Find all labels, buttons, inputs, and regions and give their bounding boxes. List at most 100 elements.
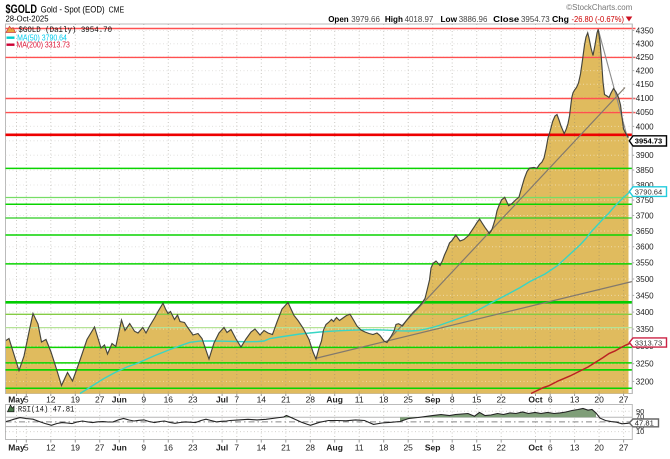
svg-text:Low: Low bbox=[441, 14, 458, 24]
svg-text:4000: 4000 bbox=[636, 122, 654, 131]
svg-text:10: 10 bbox=[636, 427, 644, 436]
svg-text:3450: 3450 bbox=[636, 291, 654, 300]
svg-text:28: 28 bbox=[306, 442, 316, 452]
svg-text:3600: 3600 bbox=[636, 243, 654, 252]
svg-text:4250: 4250 bbox=[636, 53, 654, 62]
svg-text:28-Oct-2025: 28-Oct-2025 bbox=[6, 14, 49, 24]
svg-text:15: 15 bbox=[472, 394, 482, 404]
svg-text:15: 15 bbox=[472, 442, 482, 452]
svg-text:3954.73: 3954.73 bbox=[635, 137, 662, 146]
svg-text:14: 14 bbox=[257, 442, 267, 452]
svg-text:3500: 3500 bbox=[636, 275, 654, 284]
svg-text:4300: 4300 bbox=[636, 40, 654, 49]
svg-text:Aug: Aug bbox=[326, 442, 343, 452]
svg-text:Close: Close bbox=[493, 14, 519, 24]
svg-text:18: 18 bbox=[379, 394, 389, 404]
svg-text:4018.97: 4018.97 bbox=[405, 14, 434, 24]
svg-text:27: 27 bbox=[619, 442, 629, 452]
svg-text:May: May bbox=[8, 442, 25, 452]
svg-text:20: 20 bbox=[594, 394, 604, 404]
svg-text:Sep: Sep bbox=[425, 442, 441, 452]
svg-text:Jun: Jun bbox=[112, 394, 127, 404]
svg-text:3700: 3700 bbox=[636, 211, 654, 220]
svg-text:3650: 3650 bbox=[636, 227, 654, 236]
svg-text:9: 9 bbox=[141, 394, 146, 404]
svg-text:23: 23 bbox=[188, 442, 198, 452]
svg-text:7: 7 bbox=[234, 394, 239, 404]
svg-text:25: 25 bbox=[403, 442, 413, 452]
svg-text:3400: 3400 bbox=[636, 308, 654, 317]
svg-text:4150: 4150 bbox=[636, 80, 654, 89]
svg-text:4100: 4100 bbox=[636, 94, 654, 103]
svg-text:3850: 3850 bbox=[636, 166, 654, 175]
svg-text:90: 90 bbox=[636, 407, 644, 416]
svg-text:Aug: Aug bbox=[326, 394, 343, 404]
svg-text:$GOLD: $GOLD bbox=[6, 2, 38, 16]
svg-text:6: 6 bbox=[548, 394, 553, 404]
svg-text:3350: 3350 bbox=[636, 325, 654, 334]
svg-text:7: 7 bbox=[234, 442, 239, 452]
svg-text:70: 70 bbox=[636, 412, 644, 421]
svg-text:Chg: Chg bbox=[552, 14, 569, 24]
svg-text:MA(200) 3313.73: MA(200) 3313.73 bbox=[17, 41, 70, 50]
svg-text:13: 13 bbox=[570, 394, 580, 404]
svg-text:21: 21 bbox=[281, 394, 291, 404]
svg-text:4200: 4200 bbox=[636, 67, 654, 76]
svg-text:11: 11 bbox=[355, 394, 364, 404]
svg-text:May: May bbox=[8, 394, 25, 404]
svg-text:MA(50) 3790.64: MA(50) 3790.64 bbox=[17, 34, 67, 43]
svg-text:3886.96: 3886.96 bbox=[459, 14, 488, 24]
svg-text:3900: 3900 bbox=[636, 151, 654, 160]
svg-text:Gold - Spot (EOD): Gold - Spot (EOD) bbox=[41, 4, 105, 14]
svg-text:Open: Open bbox=[328, 14, 349, 24]
svg-text:16: 16 bbox=[164, 394, 174, 404]
svg-text:Jul: Jul bbox=[216, 394, 228, 404]
svg-text:11: 11 bbox=[355, 442, 364, 452]
svg-text:5: 5 bbox=[24, 394, 29, 404]
svg-text:3313.73: 3313.73 bbox=[635, 338, 662, 347]
svg-text:Sep: Sep bbox=[425, 394, 441, 404]
svg-text:19: 19 bbox=[71, 394, 81, 404]
svg-text:4350: 4350 bbox=[636, 26, 654, 35]
svg-text:12: 12 bbox=[46, 442, 56, 452]
svg-text:©StockCharts.com: ©StockCharts.com bbox=[566, 2, 632, 12]
svg-text:23: 23 bbox=[188, 394, 198, 404]
svg-text:20: 20 bbox=[594, 442, 604, 452]
svg-text:3800: 3800 bbox=[636, 181, 654, 190]
svg-text:21: 21 bbox=[281, 442, 291, 452]
svg-text:47.81: 47.81 bbox=[635, 419, 654, 428]
svg-text:14: 14 bbox=[257, 394, 267, 404]
svg-text:18: 18 bbox=[379, 442, 389, 452]
svg-text:25: 25 bbox=[403, 394, 413, 404]
svg-text:-26.80 (-0.67%): -26.80 (-0.67%) bbox=[572, 14, 625, 24]
svg-text:3750: 3750 bbox=[636, 196, 654, 205]
svg-text:16: 16 bbox=[164, 442, 174, 452]
svg-text:High: High bbox=[385, 14, 403, 24]
svg-text:27: 27 bbox=[95, 394, 105, 404]
svg-text:12: 12 bbox=[46, 394, 56, 404]
svg-text:22: 22 bbox=[496, 442, 506, 452]
svg-text:3200: 3200 bbox=[636, 377, 654, 386]
svg-text:19: 19 bbox=[71, 442, 81, 452]
svg-text:3790.64: 3790.64 bbox=[635, 187, 662, 196]
svg-text:3250: 3250 bbox=[636, 360, 654, 369]
svg-text:Oct: Oct bbox=[528, 394, 542, 404]
svg-text:CME: CME bbox=[109, 5, 125, 14]
svg-text:4050: 4050 bbox=[636, 108, 654, 117]
svg-text:Jun: Jun bbox=[112, 442, 127, 452]
svg-text:3979.66: 3979.66 bbox=[351, 14, 380, 24]
svg-text:8: 8 bbox=[450, 442, 455, 452]
svg-text:22: 22 bbox=[496, 394, 506, 404]
svg-text:27: 27 bbox=[95, 442, 105, 452]
svg-text:RSI(14) 47.81: RSI(14) 47.81 bbox=[18, 406, 75, 415]
svg-text:27: 27 bbox=[619, 394, 629, 404]
svg-text:5: 5 bbox=[24, 442, 29, 452]
svg-text:3550: 3550 bbox=[636, 259, 654, 268]
svg-text:6: 6 bbox=[548, 442, 553, 452]
svg-text:3954.73: 3954.73 bbox=[521, 14, 550, 24]
svg-text:8: 8 bbox=[450, 394, 455, 404]
svg-text:13: 13 bbox=[570, 442, 580, 452]
svg-text:9: 9 bbox=[141, 442, 146, 452]
svg-text:Jul: Jul bbox=[216, 442, 228, 452]
svg-text:28: 28 bbox=[306, 394, 316, 404]
